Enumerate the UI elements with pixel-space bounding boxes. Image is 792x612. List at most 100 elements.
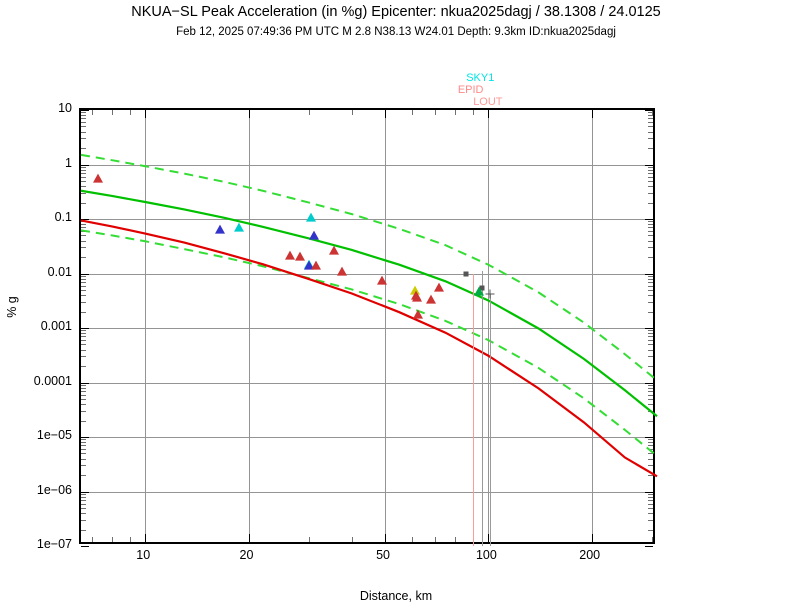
y-axis-minor-tick [81, 449, 86, 451]
data-point-marker [474, 286, 485, 296]
y-axis-minor-tick [81, 131, 86, 133]
y-axis-minor-tick [81, 330, 86, 332]
y-axis-tick [645, 328, 653, 329]
y-axis-minor-tick [648, 465, 653, 467]
curve-bound [80, 153, 658, 382]
y-axis-tick-labels: 1e−07 1e−06 1e−05 0.0001 0.001 0.01 0.1 1 10 [0, 101, 72, 551]
y-axis-minor-tick [81, 340, 86, 342]
y-axis-minor-tick [81, 453, 86, 455]
y-axis-tick [81, 164, 89, 166]
y-axis-minor-tick [648, 295, 653, 297]
y-axis-minor-tick [81, 336, 86, 338]
y-axis-minor-tick [81, 390, 86, 392]
x-axis-minor-tick [129, 537, 131, 542]
y-axis-minor-tick [81, 278, 86, 280]
y-axis-minor-tick [648, 529, 653, 531]
x-axis-tick [385, 534, 387, 542]
attenuation-curves [80, 153, 658, 478]
y-axis-minor-tick [81, 387, 86, 389]
gridline-vertical [248, 110, 250, 542]
y-axis-tick [81, 328, 89, 329]
y-axis-tick [645, 437, 653, 438]
y-axis-minor-tick [81, 493, 86, 495]
data-point-marker [425, 295, 436, 305]
gridline-vertical [591, 110, 593, 542]
y-axis-minor-tick [81, 420, 86, 422]
x-axis-minor-tick [435, 110, 437, 115]
y-axis-minor-tick [648, 281, 653, 283]
y-axis-minor-tick [81, 442, 86, 444]
y-axis-minor-tick [648, 131, 653, 133]
x-axis-minor-tick [652, 537, 654, 542]
y-axis-minor-tick [81, 235, 86, 237]
page-title: NKUA−SL Peak Acceleration (in %g) Epicen… [131, 4, 661, 20]
y-axis-minor-tick [81, 169, 86, 171]
y-axis-minor-tick [81, 257, 86, 259]
y-axis-minor-tick [648, 453, 653, 455]
y-axis-minor-tick [648, 235, 653, 237]
y-axis-minor-tick [81, 499, 86, 501]
x-axis-tick-label: 200 [579, 548, 601, 562]
y-axis-minor-tick [648, 275, 653, 277]
y-axis-minor-tick [648, 439, 653, 441]
y-axis-minor-tick [648, 118, 653, 120]
y-axis-minor-tick [648, 340, 653, 342]
station-label-epid: EPID [457, 84, 484, 96]
x-axis-minor-tick [308, 110, 310, 115]
x-axis-tick [248, 534, 250, 542]
y-axis-minor-tick [81, 333, 86, 335]
x-axis-minor-tick [111, 110, 113, 115]
y-axis-minor-tick [648, 496, 653, 498]
data-point-marker [285, 250, 296, 260]
y-axis-minor-tick [648, 387, 653, 389]
data-point-marker [412, 292, 423, 302]
station-line-sky1 [482, 271, 484, 546]
y-axis-minor-tick [648, 503, 653, 505]
y-axis-minor-tick [81, 513, 86, 515]
y-axis-minor-tick [648, 176, 653, 178]
y-axis-minor-tick [648, 186, 653, 188]
data-point-marker [409, 285, 420, 295]
y-axis-minor-tick [648, 166, 653, 168]
x-axis-minor-tick [412, 110, 414, 115]
y-axis-minor-tick [648, 330, 653, 332]
y-axis-tick-label: 10 [58, 101, 72, 115]
y-axis-minor-tick [648, 311, 653, 313]
y-axis-minor-tick [81, 112, 86, 114]
y-axis-minor-tick [81, 240, 86, 242]
y-axis-minor-tick [81, 224, 86, 226]
y-axis-minor-tick [648, 172, 653, 174]
y-axis-minor-tick [648, 336, 653, 338]
y-axis-minor-tick [81, 186, 86, 188]
y-axis-minor-tick [648, 333, 653, 335]
data-point-marker [337, 266, 348, 276]
y-axis-title: % g [5, 296, 19, 318]
data-point-marker [311, 260, 322, 270]
x-axis-minor-tick [308, 537, 310, 542]
x-axis-tick [591, 534, 593, 542]
curve-median [80, 189, 658, 418]
y-axis-minor-tick [81, 275, 86, 277]
x-axis-tick-label: 10 [136, 548, 151, 562]
y-axis-tick [81, 546, 89, 547]
y-axis-minor-tick [81, 172, 86, 174]
y-axis-minor-tick [648, 138, 653, 140]
y-axis-minor-tick [81, 311, 86, 313]
y-axis-minor-tick [648, 442, 653, 444]
y-axis-minor-tick [81, 281, 86, 283]
curve-median [80, 219, 658, 478]
y-axis-tick-label: 1 [65, 155, 72, 170]
x-axis-tick [488, 110, 490, 118]
y-axis-minor-tick [648, 384, 653, 386]
data-point-marker [214, 224, 225, 234]
y-axis-minor-tick [81, 166, 86, 168]
y-axis-tick [81, 110, 89, 111]
x-axis-tick [145, 534, 147, 542]
data-point-marker [463, 271, 469, 277]
x-axis-minor-tick [472, 110, 474, 115]
y-axis-minor-tick [81, 410, 86, 412]
x-axis-tick-label: 100 [475, 548, 497, 562]
y-axis-minor-tick [81, 126, 86, 128]
y-axis-tick [81, 491, 89, 493]
y-axis-minor-tick [81, 148, 86, 150]
